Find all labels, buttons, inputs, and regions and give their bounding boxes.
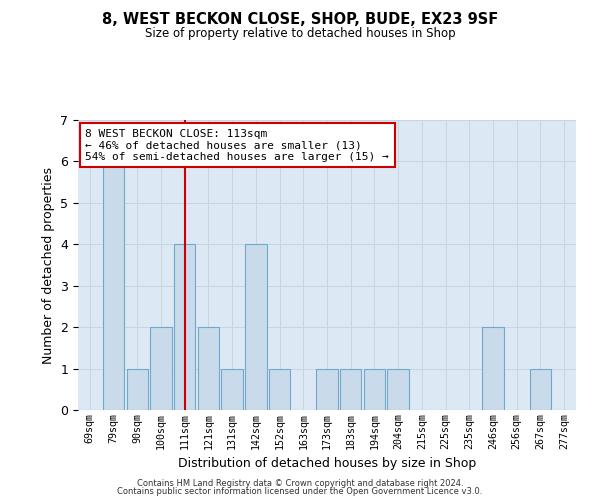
Bar [127,368,148,410]
Bar [388,368,409,410]
Text: Size of property relative to detached houses in Shop: Size of property relative to detached ho… [145,28,455,40]
X-axis label: Distribution of detached houses by size in Shop: Distribution of detached houses by size … [178,457,476,470]
Bar [364,368,385,410]
Text: 8 WEST BECKON CLOSE: 113sqm
← 46% of detached houses are smaller (13)
54% of sem: 8 WEST BECKON CLOSE: 113sqm ← 46% of det… [85,128,389,162]
Bar [530,368,551,410]
Bar [482,327,503,410]
Bar [198,327,219,410]
Text: 8, WEST BECKON CLOSE, SHOP, BUDE, EX23 9SF: 8, WEST BECKON CLOSE, SHOP, BUDE, EX23 9… [102,12,498,28]
Bar [245,244,266,410]
Bar [316,368,338,410]
Bar [174,244,196,410]
Y-axis label: Number of detached properties: Number of detached properties [42,166,55,364]
Bar [340,368,361,410]
Bar [151,327,172,410]
Bar [221,368,243,410]
Bar [269,368,290,410]
Text: Contains HM Land Registry data © Crown copyright and database right 2024.: Contains HM Land Registry data © Crown c… [137,478,463,488]
Bar [103,162,124,410]
Text: Contains public sector information licensed under the Open Government Licence v3: Contains public sector information licen… [118,487,482,496]
